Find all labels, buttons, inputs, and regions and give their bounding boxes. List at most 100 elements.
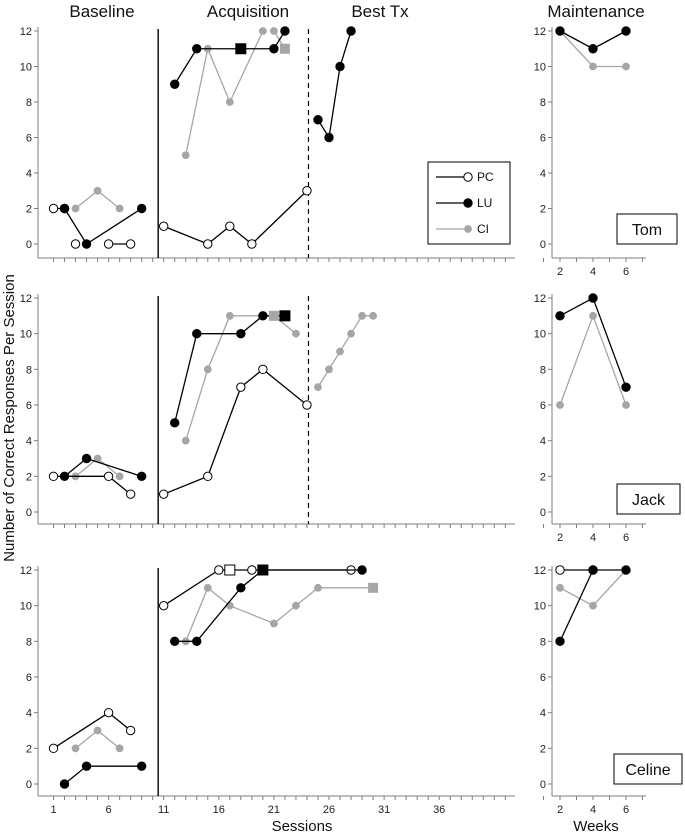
series-line — [174, 30, 286, 85]
maint-y-tick-label: 12 — [534, 293, 546, 305]
maint-y-tick-label: 8 — [540, 636, 546, 648]
maint-y-tick-label: 6 — [540, 133, 546, 145]
data-point — [358, 311, 366, 320]
data-point — [93, 726, 102, 735]
legend-marker — [463, 198, 473, 208]
data-point — [247, 565, 257, 575]
maint-y-tick-label: 10 — [534, 329, 546, 341]
maintenance-celine: 0 2 4 6 8 10 12 2 4 6 — [534, 565, 646, 816]
series-line — [185, 30, 264, 156]
data-point — [103, 239, 114, 249]
panel-tom: 0 2 4 6 8 10 12 PC LU CI — [20, 26, 515, 262]
y-tick-label: 4 — [26, 168, 32, 180]
maint-data-point — [622, 62, 630, 71]
mastery-marker — [279, 43, 290, 54]
maint-y-tick-label: 6 — [540, 672, 546, 684]
data-point — [181, 151, 190, 160]
maint-y-tick-label: 0 — [540, 507, 546, 519]
data-point — [236, 328, 246, 339]
y-tick-label: 6 — [26, 672, 32, 684]
data-point — [103, 707, 114, 718]
y-tick-label: 6 — [26, 400, 32, 412]
maint-data-point — [589, 62, 597, 71]
maint-data-point — [588, 293, 598, 303]
maint-series-line — [559, 297, 627, 388]
data-point — [192, 44, 202, 54]
series-line — [163, 368, 308, 495]
y-axis-title: Number of Correct Responses Per Session — [1, 274, 18, 562]
data-point — [346, 26, 356, 36]
y-tick-label: 10 — [20, 601, 32, 613]
series-lu — [59, 26, 356, 249]
series-ci — [71, 583, 377, 753]
data-point — [70, 239, 81, 249]
y-tick-label: 10 — [20, 62, 32, 74]
data-point — [258, 27, 267, 35]
data-point — [103, 471, 114, 482]
maint-x-tick-label: 2 — [557, 266, 563, 278]
maint-y-tick-label: 8 — [540, 364, 546, 376]
y-tick-label: 8 — [26, 364, 32, 376]
maintenance-tom: 0 2 4 6 8 10 12 2 4 6 — [534, 26, 646, 278]
maint-series-ci — [556, 311, 630, 409]
y-tick-label: 2 — [26, 204, 32, 216]
data-point — [270, 619, 278, 628]
maint-data-point — [588, 44, 598, 54]
maint-y-tick-label: 12 — [534, 26, 546, 38]
series-lu — [59, 311, 290, 482]
series-line — [317, 30, 352, 140]
data-point — [236, 382, 246, 392]
data-point — [71, 744, 80, 753]
legend: PC LU CI — [427, 161, 511, 245]
maint-data-point — [588, 565, 598, 575]
y-tick-label: 0 — [26, 779, 32, 791]
y-tick-label: 4 — [26, 708, 32, 720]
participant-name-box — [616, 213, 678, 245]
maint-y-tick-label: 6 — [540, 400, 546, 412]
phase-label-baseline: Baseline — [69, 2, 134, 21]
series-line — [174, 315, 285, 423]
data-point — [192, 636, 202, 647]
y-tick-label: 12 — [20, 565, 32, 577]
maint-y-tick-label: 4 — [540, 436, 546, 448]
data-point — [302, 186, 312, 196]
maint-y-tick-label: 12 — [534, 565, 546, 577]
mastery-marker — [257, 564, 269, 576]
data-point — [313, 115, 323, 125]
y-tick-label: 12 — [20, 293, 32, 305]
data-point — [93, 186, 102, 195]
x-tick-label: 16 — [213, 804, 225, 816]
y-tick-label: 2 — [26, 743, 32, 755]
x-tick-label: 26 — [323, 804, 335, 816]
data-point — [181, 436, 190, 445]
maint-y-tick-label: 2 — [540, 204, 546, 216]
series-lu — [59, 565, 367, 789]
maint-y-tick-label: 0 — [540, 779, 546, 791]
legend-label-ci: CI — [477, 222, 489, 236]
maint-y-tick-label: 2 — [540, 471, 546, 483]
y-tick-label: 10 — [20, 329, 32, 341]
y-tick-label: 4 — [26, 436, 32, 448]
maint-y-tick-label: 4 — [540, 708, 546, 720]
data-point — [203, 365, 212, 374]
legend-label-pc: PC — [477, 170, 494, 184]
maint-data-point — [555, 565, 565, 575]
data-point — [71, 204, 80, 213]
data-point — [270, 27, 278, 35]
maint-data-point — [622, 401, 630, 409]
y-tick-label: 8 — [26, 97, 32, 109]
maint-data-point — [555, 311, 565, 321]
series-line — [64, 765, 142, 785]
data-point — [159, 489, 169, 499]
data-point — [170, 418, 180, 428]
data-point — [292, 329, 300, 338]
data-point — [203, 471, 213, 482]
data-point — [225, 311, 234, 320]
data-point — [203, 583, 212, 592]
participant-name-jack: Jack — [632, 492, 666, 509]
maint-y-tick-label: 10 — [534, 601, 546, 613]
data-point — [125, 239, 136, 249]
data-point — [247, 239, 257, 249]
